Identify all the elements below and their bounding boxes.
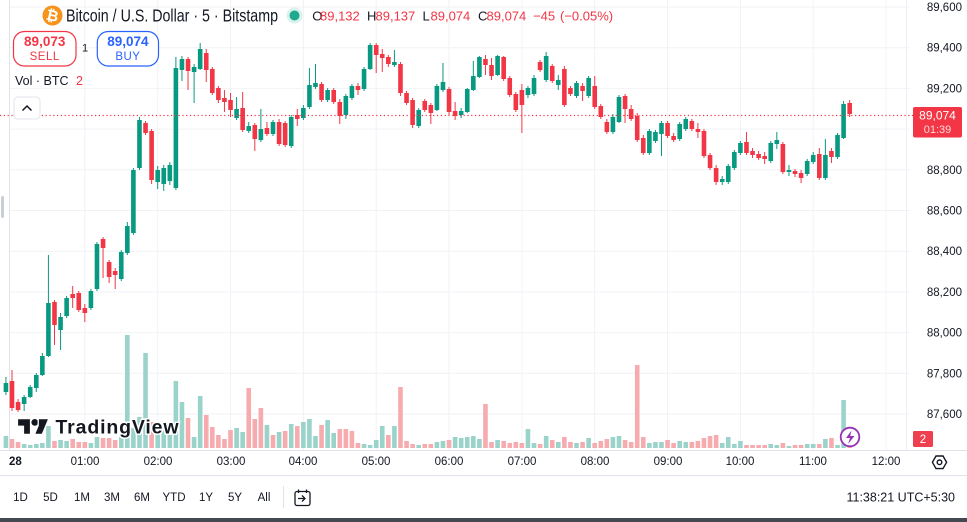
svg-text:5D: 5D xyxy=(43,492,58,504)
svg-text:89,600: 89,600 xyxy=(927,2,962,14)
svg-text:01:00: 01:00 xyxy=(71,456,100,468)
svg-text:₿: ₿ xyxy=(45,7,61,26)
svg-text:89,074: 89,074 xyxy=(919,109,956,123)
svg-text:02:00: 02:00 xyxy=(144,456,173,468)
svg-text:11:38:21 UTC+5:30: 11:38:21 UTC+5:30 xyxy=(846,491,955,505)
svg-text:06:00: 06:00 xyxy=(435,456,464,468)
svg-text:89,137: 89,137 xyxy=(376,9,416,24)
svg-text:05:00: 05:00 xyxy=(362,456,391,468)
svg-text:87,600: 87,600 xyxy=(927,409,962,421)
svg-text:89,073: 89,073 xyxy=(24,34,66,49)
svg-text:1M: 1M xyxy=(74,492,90,504)
svg-text:2: 2 xyxy=(76,74,83,88)
svg-text:12:00: 12:00 xyxy=(872,456,901,468)
svg-text:1: 1 xyxy=(82,43,88,55)
svg-text:07:00: 07:00 xyxy=(508,456,537,468)
svg-text:11:00: 11:00 xyxy=(799,456,827,468)
svg-text:89,200: 89,200 xyxy=(927,83,962,95)
svg-text:C: C xyxy=(478,9,487,24)
svg-text:89,400: 89,400 xyxy=(927,43,962,55)
svg-text:88,600: 88,600 xyxy=(927,206,962,218)
svg-text:BUY: BUY xyxy=(115,51,140,63)
svg-text:(−0.05%): (−0.05%) xyxy=(560,9,613,24)
svg-text:1D: 1D xyxy=(13,492,28,504)
svg-text:89,132: 89,132 xyxy=(320,9,360,24)
svg-text:O: O xyxy=(312,9,322,24)
svg-text:5Y: 5Y xyxy=(228,492,242,504)
svg-text:Vol · BTC: Vol · BTC xyxy=(15,74,69,88)
svg-text:3M: 3M xyxy=(104,492,120,504)
svg-text:08:00: 08:00 xyxy=(581,456,610,468)
svg-text:−45: −45 xyxy=(533,9,555,24)
svg-text:88,800: 88,800 xyxy=(927,165,962,177)
svg-text:TradingView: TradingView xyxy=(56,416,180,438)
svg-text:87,800: 87,800 xyxy=(927,368,962,380)
svg-text:89,074: 89,074 xyxy=(107,34,149,49)
svg-text:28: 28 xyxy=(9,456,22,468)
svg-text:Bitcoin / U.S. Dollar · 5 · Bi: Bitcoin / U.S. Dollar · 5 · Bitstamp xyxy=(66,6,278,26)
svg-text:All: All xyxy=(258,492,271,504)
svg-text:89,074: 89,074 xyxy=(431,9,471,24)
svg-text:6M: 6M xyxy=(134,492,150,504)
svg-text:89,074: 89,074 xyxy=(487,9,527,24)
svg-text:01:39: 01:39 xyxy=(924,124,952,136)
svg-text:SELL: SELL xyxy=(30,51,60,63)
svg-text:88,400: 88,400 xyxy=(927,246,962,258)
svg-text:88,200: 88,200 xyxy=(927,287,962,299)
svg-text:88,000: 88,000 xyxy=(927,328,962,340)
svg-text:10:00: 10:00 xyxy=(726,456,755,468)
svg-text:1Y: 1Y xyxy=(199,492,213,504)
svg-text:04:00: 04:00 xyxy=(289,456,318,468)
svg-text:09:00: 09:00 xyxy=(654,456,683,468)
svg-text:2: 2 xyxy=(920,434,926,446)
svg-text:YTD: YTD xyxy=(163,492,186,504)
svg-text:L: L xyxy=(423,9,430,24)
svg-text:03:00: 03:00 xyxy=(217,456,246,468)
svg-text:H: H xyxy=(367,9,376,24)
